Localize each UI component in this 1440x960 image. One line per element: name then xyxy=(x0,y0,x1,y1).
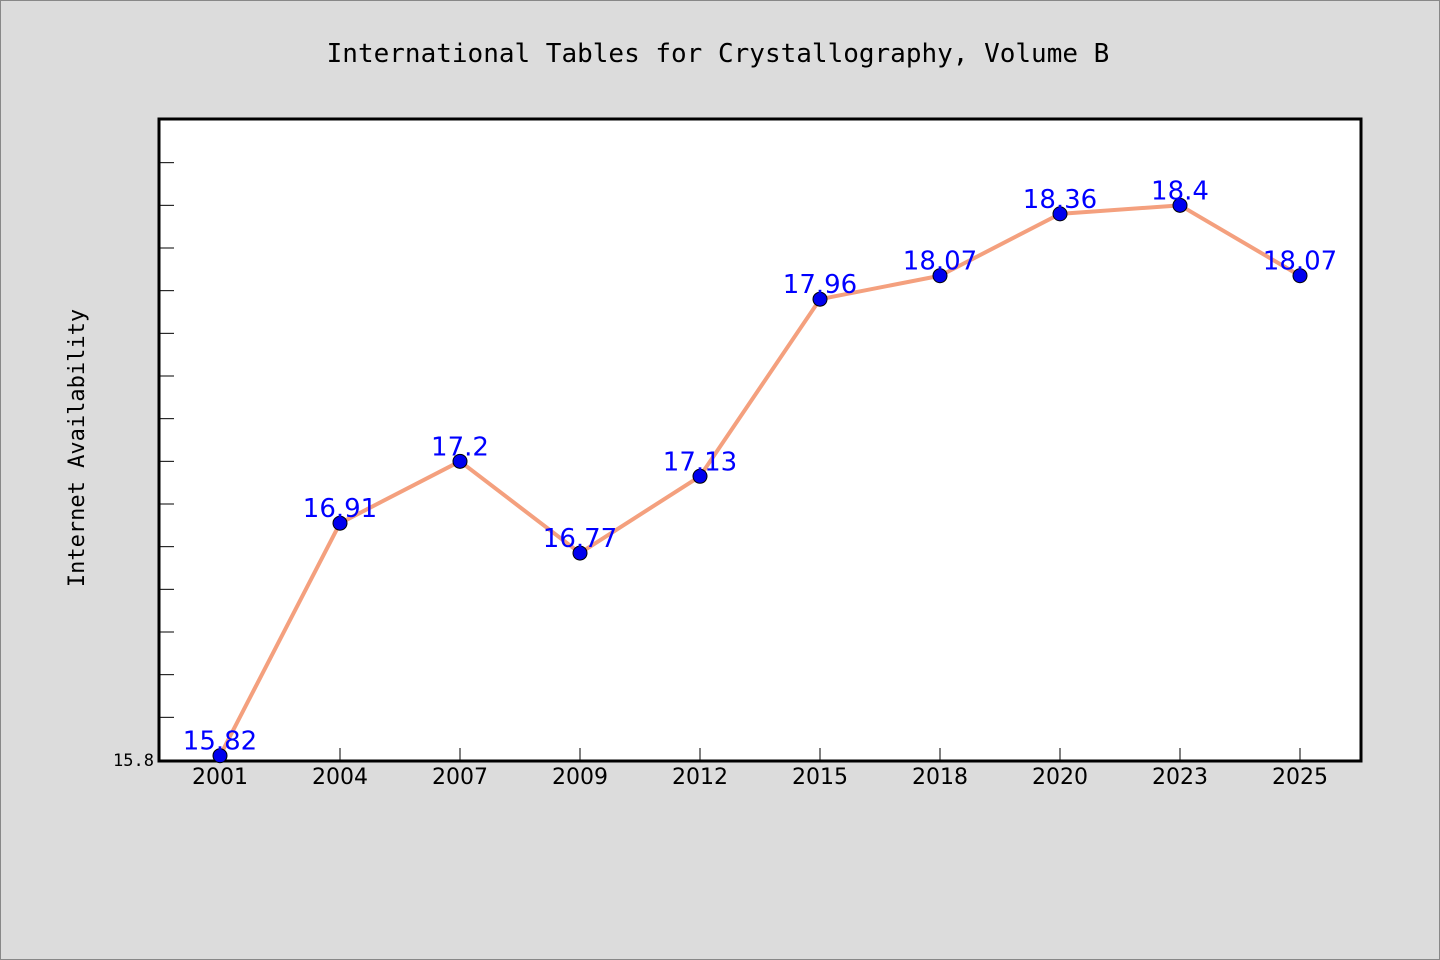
x-tick-label: 2025 xyxy=(1272,765,1328,790)
data-label: 17.13 xyxy=(663,447,737,477)
data-label: 16.77 xyxy=(543,524,617,554)
data-point xyxy=(1052,206,1068,222)
data-label: 18.07 xyxy=(903,247,977,277)
data-label: 17.2 xyxy=(431,432,489,462)
data-point xyxy=(932,268,948,284)
data-label: 17.96 xyxy=(783,270,857,300)
data-label: 15.82 xyxy=(183,727,257,757)
data-point xyxy=(572,545,588,561)
data-point xyxy=(1172,197,1188,213)
data-point xyxy=(452,453,468,469)
data-point xyxy=(692,468,708,484)
data-point xyxy=(212,748,228,764)
x-tick-label: 2015 xyxy=(792,765,848,790)
x-tick-label: 2004 xyxy=(312,765,368,790)
data-point xyxy=(332,515,348,531)
x-tick-label: 2020 xyxy=(1032,765,1088,790)
x-tick-label: 2009 xyxy=(552,765,608,790)
data-label: 18.4 xyxy=(1151,176,1209,206)
y-tick-label: 15.8 xyxy=(113,751,154,771)
x-tick-label: 2001 xyxy=(192,765,248,790)
series-line xyxy=(218,203,1302,757)
data-label: 18.36 xyxy=(1023,185,1097,215)
series-group: 15.82 16.91 17.2 16.77 17.13 17.96 18.07 18.36 1… xyxy=(183,176,1337,764)
data-point xyxy=(812,291,828,307)
x-tick-label: 2018 xyxy=(912,765,968,790)
plot-area xyxy=(157,117,1363,763)
x-tick-label: 2007 xyxy=(432,765,488,790)
y-axis-label: Internet Availability xyxy=(65,309,90,587)
x-tick-label: 2012 xyxy=(672,765,728,790)
y-axis-ticks: 15.8 xyxy=(113,119,174,771)
data-point xyxy=(1292,268,1308,284)
data-label: 16.91 xyxy=(303,494,377,524)
data-label: 18.07 xyxy=(1263,247,1337,277)
x-tick-label: 2023 xyxy=(1152,765,1208,790)
chart-title: International Tables for Crystallography… xyxy=(327,39,1110,69)
